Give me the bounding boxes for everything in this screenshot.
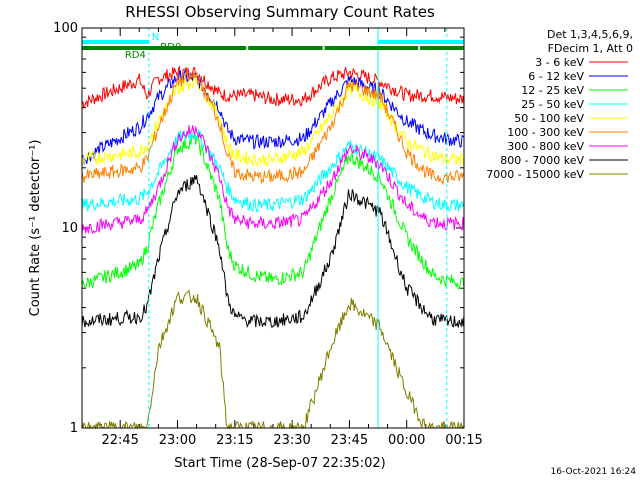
series-line xyxy=(81,65,465,110)
x-tick-label: 22:45 xyxy=(101,433,138,448)
series-line xyxy=(81,125,465,235)
timestamp-label: 16-Oct-2021 16:24 xyxy=(551,467,637,477)
series-line xyxy=(81,69,465,165)
x-axis-label: Start Time (28-Sep-07 22:35:02) xyxy=(174,456,385,471)
series-line xyxy=(81,70,465,186)
x-tick-label: 23:30 xyxy=(273,433,310,448)
x-tick-label: 00:00 xyxy=(388,433,425,448)
flag-label: N xyxy=(152,32,159,43)
x-tick-label: 23:15 xyxy=(216,433,253,448)
legend-label: 6 - 12 keV xyxy=(528,70,584,83)
flag-label: RD4 xyxy=(125,50,146,61)
legend-label: 100 - 300 keV xyxy=(507,126,584,139)
legend-label: 800 - 7000 keV xyxy=(500,154,584,167)
series-line xyxy=(81,133,465,290)
series-line xyxy=(81,174,465,329)
legend-label: 7000 - 15000 keV xyxy=(486,168,584,181)
x-tick-label: 00:15 xyxy=(445,433,482,448)
chart-title: RHESSI Observing Summary Count Rates xyxy=(125,3,435,21)
legend-label: 25 - 50 keV xyxy=(521,98,584,111)
legend-label: 3 - 6 keV xyxy=(535,56,584,69)
legend-header-line-1: Det 1,3,4,5,6,9, xyxy=(547,28,633,41)
legend-label: 50 - 100 keV xyxy=(514,112,584,125)
y-tick-label: 10 xyxy=(61,221,78,236)
x-tick-label: 23:45 xyxy=(331,433,368,448)
y-tick-label: 1 xyxy=(70,421,78,436)
series-line xyxy=(81,74,465,169)
legend-label: 300 - 800 keV xyxy=(507,140,584,153)
y-tick-label: 100 xyxy=(53,21,78,36)
legend-label: 12 - 25 keV xyxy=(521,84,584,97)
y-axis-label: Count Rate (s⁻¹ detector⁻¹) xyxy=(28,140,43,317)
series-line xyxy=(81,289,465,430)
flag-label: RD0 xyxy=(160,42,181,53)
legend-header-line-2: FDecim 1, Att 0 xyxy=(548,42,633,55)
series-line xyxy=(81,129,465,213)
x-tick-label: 23:00 xyxy=(159,433,196,448)
plot-frame xyxy=(81,27,465,429)
